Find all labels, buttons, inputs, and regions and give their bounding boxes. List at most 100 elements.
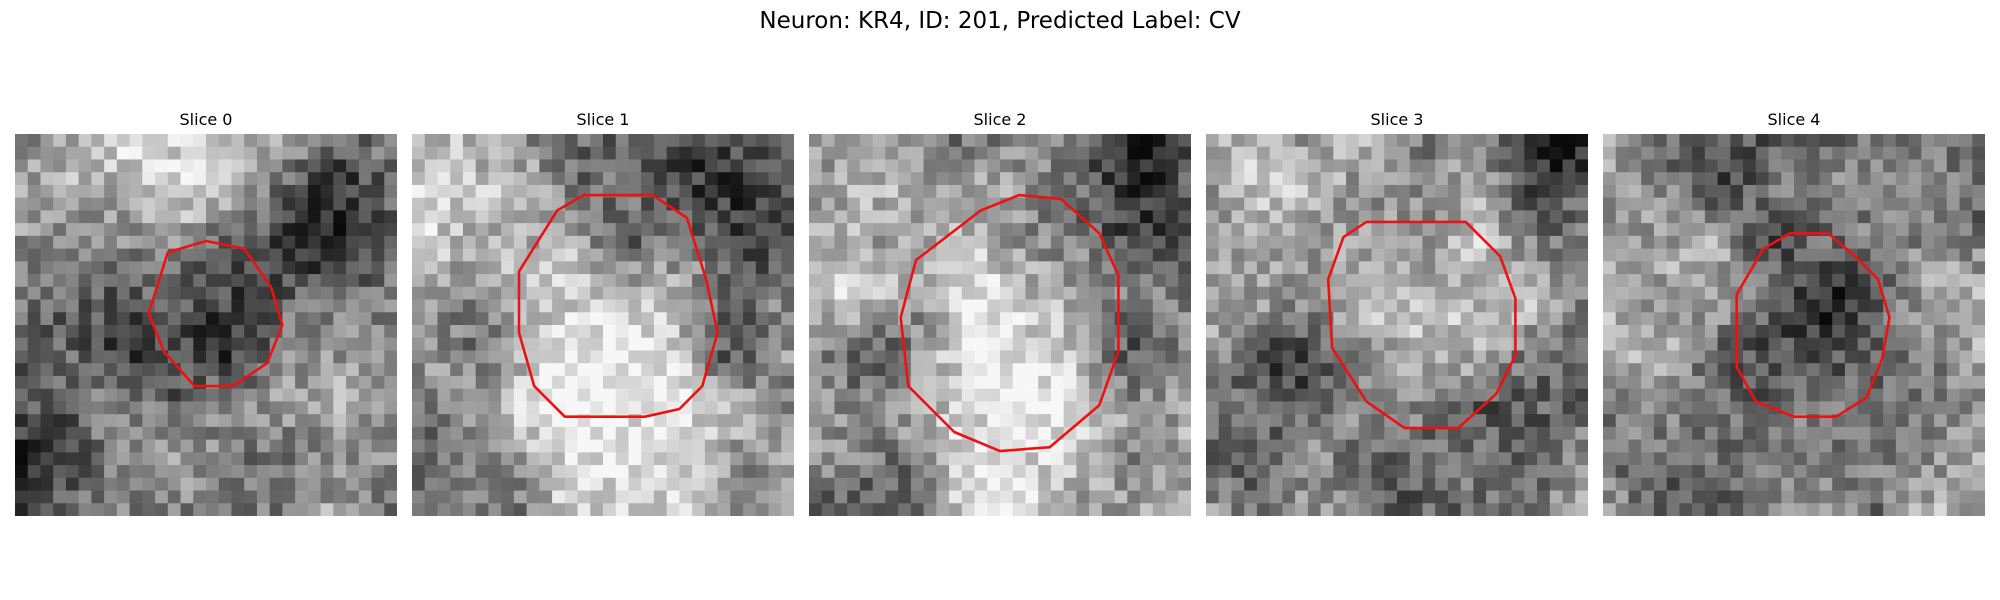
pixel — [539, 439, 553, 453]
pixel — [1946, 312, 1961, 326]
pixel — [1895, 146, 1910, 161]
pixel — [15, 299, 29, 313]
pixel — [1498, 465, 1513, 479]
pixel — [679, 261, 693, 275]
pixel — [412, 248, 426, 262]
pixel — [1282, 490, 1296, 504]
pixel — [1755, 184, 1770, 199]
pixel — [1908, 477, 1922, 492]
pixel — [1895, 159, 1910, 173]
pixel — [346, 363, 360, 377]
pixel — [488, 350, 502, 364]
pixel — [1908, 197, 1922, 211]
pixel — [1498, 312, 1513, 326]
pixel — [65, 210, 80, 224]
pixel — [768, 426, 782, 441]
pixel — [1025, 274, 1039, 288]
pixel — [910, 337, 925, 352]
pixel — [1140, 490, 1154, 504]
pixel — [577, 465, 591, 479]
pixel — [704, 401, 719, 415]
pixel — [539, 197, 553, 211]
pixel — [1603, 286, 1617, 301]
pixel — [1575, 248, 1588, 262]
pixel — [809, 146, 823, 161]
pixel — [692, 503, 706, 516]
pixel — [1641, 363, 1655, 377]
pixel — [679, 248, 693, 262]
pixel — [1857, 325, 1871, 339]
pixel — [704, 375, 719, 390]
pixel — [333, 388, 347, 402]
pixel — [1692, 146, 1706, 161]
pixel — [1921, 337, 1935, 352]
pixel — [244, 159, 258, 173]
pixel — [885, 261, 899, 275]
pixel — [704, 477, 719, 492]
pixel — [872, 146, 886, 161]
pixel — [653, 350, 668, 364]
pixel — [730, 452, 744, 466]
pixel — [1447, 388, 1462, 402]
pixel — [53, 401, 67, 415]
pixel — [936, 223, 950, 237]
pixel — [1628, 223, 1642, 237]
pixel — [755, 223, 770, 237]
pixel — [1012, 363, 1027, 377]
pixel — [116, 337, 131, 352]
pixel — [384, 223, 397, 237]
pixel — [552, 172, 566, 186]
pixel — [781, 134, 794, 148]
pixel — [1269, 325, 1283, 339]
pixel — [129, 337, 143, 352]
pixel — [755, 134, 770, 148]
pixel — [488, 426, 502, 441]
pixel — [1717, 299, 1731, 313]
pixel — [847, 159, 861, 173]
pixel — [501, 337, 515, 352]
pixel — [755, 210, 770, 224]
pixel — [1908, 210, 1922, 224]
pixel — [1653, 235, 1668, 250]
pixel — [450, 388, 464, 402]
pixel — [1206, 490, 1220, 504]
pixel — [513, 312, 528, 326]
pixel — [1012, 414, 1027, 428]
pixel — [781, 363, 794, 377]
pixel — [40, 248, 54, 262]
pixel — [564, 274, 579, 288]
pixel — [1628, 465, 1642, 479]
pixel — [1295, 261, 1309, 275]
pixel — [961, 299, 976, 313]
pixel — [717, 350, 731, 364]
pixel — [218, 248, 233, 262]
pixel — [1819, 286, 1833, 301]
pixel — [269, 235, 283, 250]
pixel — [552, 184, 566, 199]
pixel — [1895, 223, 1910, 237]
pixel — [1806, 172, 1821, 186]
pixel — [781, 146, 794, 161]
pixel — [949, 197, 963, 211]
pixel — [1358, 184, 1373, 199]
pixel — [1269, 210, 1283, 224]
pixel — [333, 414, 347, 428]
pixel — [1806, 274, 1821, 288]
pixel — [1603, 350, 1617, 364]
pixel — [1101, 299, 1116, 313]
pixel — [1165, 477, 1179, 492]
pixel — [1603, 414, 1617, 428]
pixel — [755, 477, 770, 492]
pixel — [65, 350, 80, 364]
pixel — [53, 350, 67, 364]
pixel — [1140, 363, 1154, 377]
pixel — [1768, 350, 1782, 364]
pixel — [1806, 426, 1821, 441]
pixel — [1498, 172, 1513, 186]
pixel — [809, 172, 823, 186]
pixel — [1447, 325, 1462, 339]
pixel — [692, 159, 706, 173]
pixel — [1575, 159, 1588, 173]
pixel — [142, 159, 156, 173]
pixel — [1473, 452, 1487, 466]
